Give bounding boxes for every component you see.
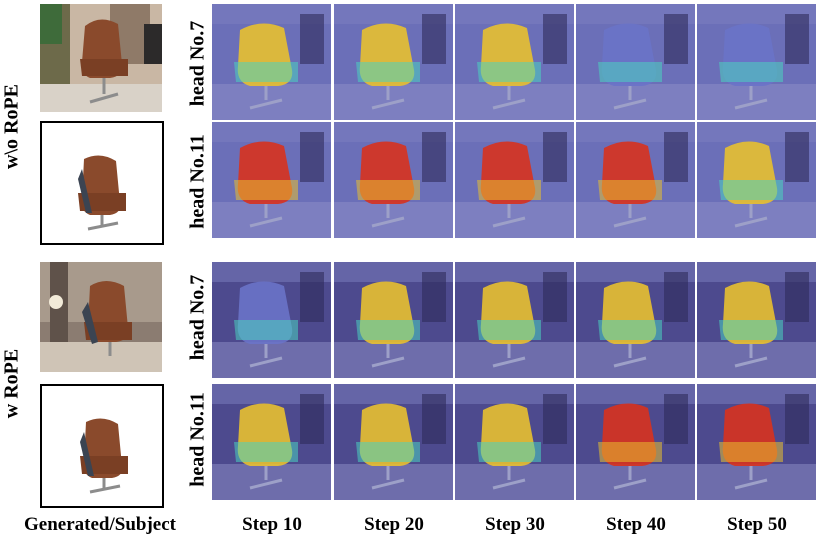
heatmap-tile-r4-c4 — [576, 384, 695, 500]
group-label-w-rope: w RoPE — [0, 348, 23, 419]
heatmap-tile-r3-c4 — [576, 262, 695, 378]
heatmap-tile-r1-c2 — [334, 4, 453, 120]
column-label-step-10: Step 10 — [242, 514, 302, 535]
group-label-wo-rope: w\o RoPE — [0, 84, 23, 169]
heatmap-tile-r2-c5 — [697, 122, 816, 238]
column-label-left: Generated/Subject — [24, 514, 176, 535]
heatmap-tile-r4-c5 — [697, 384, 816, 500]
heatmap-tile-r4-c1 — [212, 384, 331, 500]
column-label-step-40: Step 40 — [606, 514, 666, 535]
heatmap-tile-r2-c2 — [334, 122, 453, 238]
heatmap-tile-r3-c2 — [334, 262, 453, 378]
row-label-g1-head7: head No.7 — [186, 20, 209, 107]
heatmap-tile-r1-c1 — [212, 4, 331, 120]
column-label-step-20: Step 20 — [364, 514, 424, 535]
heatmap-tile-r4-c3 — [455, 384, 574, 500]
heatmap-tile-r3-c1 — [212, 262, 331, 378]
column-label-step-30: Step 30 — [485, 514, 545, 535]
heatmap-tile-r2-c4 — [576, 122, 695, 238]
row-label-g1-head11: head No.11 — [186, 134, 209, 229]
heatmap-tile-r2-c1 — [212, 122, 331, 238]
heatmap-tile-r1-c3 — [455, 4, 574, 120]
heatmap-tile-r3-c3 — [455, 262, 574, 378]
column-label-step-50: Step 50 — [727, 514, 787, 535]
heatmap-tile-r2-c3 — [455, 122, 574, 238]
heatmap-tile-r1-c4 — [576, 4, 695, 120]
heatmap-tile-r4-c2 — [334, 384, 453, 500]
generated-image-wo-rope — [40, 4, 162, 112]
generated-image-w-rope — [40, 262, 162, 372]
row-label-g2-head7: head No.7 — [186, 274, 209, 361]
heatmap-tile-r3-c5 — [697, 262, 816, 378]
subject-image-w-rope — [40, 384, 164, 508]
row-label-g2-head11: head No.11 — [186, 392, 209, 487]
heatmap-tile-r1-c5 — [697, 4, 816, 120]
subject-image-wo-rope — [40, 121, 164, 245]
